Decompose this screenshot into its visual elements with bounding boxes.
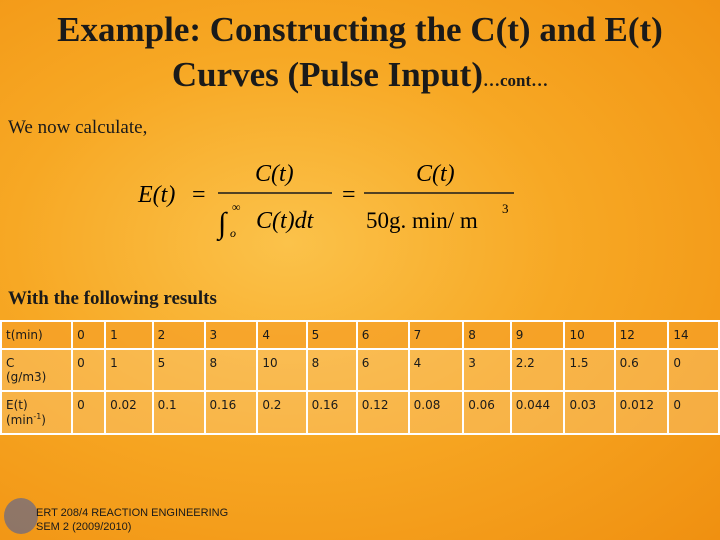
formula-num: C(t)	[255, 161, 294, 187]
table-cell: 0	[71, 348, 107, 392]
table-cell: 1.5	[563, 348, 616, 392]
table-cell: 4	[407, 348, 465, 392]
row-label: t(min)	[6, 328, 43, 342]
logo	[4, 498, 38, 534]
table-cell: 0	[667, 390, 720, 435]
table-cell: 0	[71, 320, 107, 350]
formula-eq: =	[192, 182, 206, 208]
table-cell: 0.08	[407, 390, 465, 435]
title-text: Curves (Pulse Input)	[171, 55, 483, 94]
table-cell: 0.012	[613, 390, 670, 435]
table-cell: 0.2	[256, 390, 308, 435]
formula-exp: 3	[502, 201, 509, 216]
table-cell: 12	[613, 320, 670, 350]
row-unit-end: )	[41, 413, 46, 427]
intro-text: We now calculate,	[8, 117, 148, 138]
table-cell: 0.02	[104, 390, 154, 435]
table-cell: 1	[104, 348, 154, 392]
header-row: t(min) 0 1 2 3 4 5 6 7 8 9 10 12 14	[0, 320, 720, 350]
table-cell: 3	[203, 320, 259, 350]
table-cell: 9	[509, 320, 566, 350]
table-cell: 14	[667, 320, 720, 350]
table-cell: 0.044	[509, 390, 566, 435]
title-suffix: …cont…	[482, 71, 549, 90]
footer-line: SEM 2 (2009/2010)	[36, 521, 132, 533]
formula-den: 50g. min/ m	[366, 208, 478, 233]
formula-int-upper: ∞	[232, 200, 241, 214]
results-table: t(min) 0 1 2 3 4 5 6 7 8 9 10 12 14 C (g/m3) 0 1 5 8 10 8 6 4 3 2…	[0, 320, 720, 435]
row-label-cell: t(min)	[0, 320, 74, 350]
table-cell: 5	[305, 320, 358, 350]
table-cell: 8	[305, 348, 358, 392]
row-unit: (min	[6, 413, 34, 427]
table-cell: 8	[203, 348, 259, 392]
table-cell: 0.16	[203, 390, 259, 435]
title-line: Curves (Pulse Input)…cont…	[0, 55, 720, 101]
table-cell: 0.16	[305, 390, 358, 435]
table-cell: 0.12	[355, 390, 410, 435]
table-cell: 0	[667, 348, 720, 392]
row-label-cell: E(t) (min-1)	[0, 390, 74, 435]
row-label: E(t)	[6, 398, 28, 412]
footer: ERT 208/4 REACTION ENGINEERING SEM 2 (20…	[10, 506, 228, 534]
row-label: C	[6, 356, 15, 370]
table-cell: 2	[151, 320, 206, 350]
table-cell: 4	[256, 320, 308, 350]
table-cell: 7	[407, 320, 465, 350]
title-line: Example: Constructing the C(t) and E(t)	[57, 10, 663, 49]
footer-line: ERT 208/4 REACTION ENGINEERING	[36, 507, 229, 519]
table-cell: 2.2	[509, 348, 566, 392]
row-label-cell: C (g/m3)	[0, 348, 74, 392]
formula-int-lower: o	[230, 226, 236, 240]
row-unit: (g/m3)	[6, 370, 47, 384]
table-row: C (g/m3) 0 1 5 8 10 8 6 4 3 2.2 1.5 0.6 0	[0, 348, 720, 392]
table-cell: 5	[151, 348, 206, 392]
formula-num: C(t)	[416, 161, 455, 187]
table-cell: 3	[462, 348, 512, 392]
table-cell: 0.03	[563, 390, 616, 435]
formula-eq: =	[342, 182, 356, 208]
table-cell: 6	[355, 320, 410, 350]
table-cell: 0.06	[462, 390, 512, 435]
results-label: With the following results	[8, 288, 217, 309]
table-cell: 8	[462, 320, 512, 350]
table-row: E(t) (min-1) 0 0.02 0.1 0.16 0.2 0.16 0.12 0.08 0.…	[0, 390, 720, 435]
formula: E(t) = C(t) ∫ ∞ o C(t)dt = C(t) 50g. min…	[137, 161, 514, 242]
table-cell: 0.6	[613, 348, 670, 392]
table-cell: 10	[256, 348, 308, 392]
table-cell: 6	[355, 348, 410, 392]
row-unit-sup: -1	[33, 412, 42, 421]
integral-sign: ∫	[216, 207, 228, 242]
formula-lhs: E(t)	[137, 182, 175, 208]
table-cell: 0	[71, 390, 107, 435]
table-cell: 1	[104, 320, 154, 350]
table-cell: 10	[563, 320, 616, 350]
table-cell: 0.1	[151, 390, 206, 435]
formula-den: C(t)dt	[256, 208, 315, 234]
